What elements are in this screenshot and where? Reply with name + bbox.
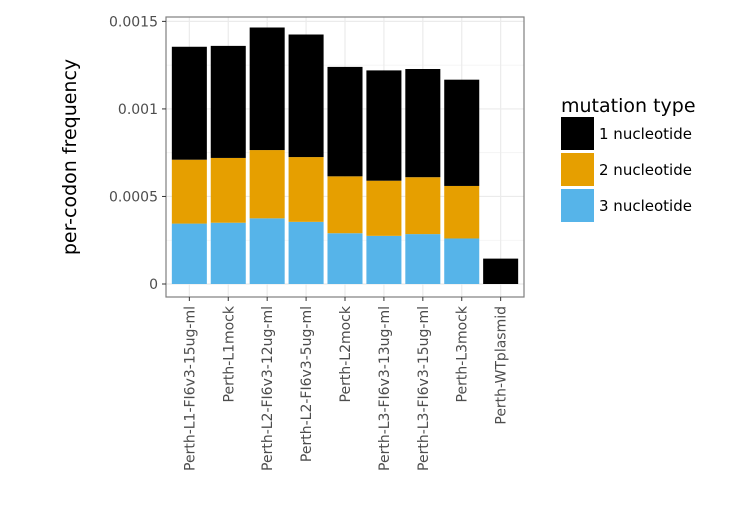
y-tick-label: 0.0005 [109, 189, 158, 205]
legend-title: mutation type [561, 95, 696, 117]
y-tick-label: 0.0015 [109, 14, 158, 30]
legend-swatch [561, 153, 594, 186]
bar-segment [210, 222, 246, 284]
bar-segment [444, 79, 480, 186]
legend-item-label: 3 nucleotide [599, 197, 692, 215]
bar-segment [249, 218, 285, 284]
bar-segment [405, 68, 441, 178]
x-tick-label: Perth-L2mock [338, 305, 354, 402]
bar-segment [288, 221, 324, 284]
legend: mutation type 1 nucleotide 2 nucleotide 3 … [561, 95, 696, 222]
x-tick-label: Perth-L3-FI6v3-13ug-ml [377, 306, 393, 471]
legend-item-label: 1 nucleotide [599, 125, 692, 143]
bar-segment [327, 66, 363, 177]
bar-segment [210, 45, 246, 158]
bar-segment [366, 235, 402, 284]
bar-segment [249, 27, 285, 151]
legend-item-label: 2 nucleotide [599, 161, 692, 179]
x-tick-label: Perth-L3-FI6v3-15ug-ml [416, 306, 432, 471]
x-tick-label: Perth-L3mock [455, 305, 471, 402]
legend-swatch [561, 117, 594, 150]
bar-segment [405, 234, 441, 284]
x-tick-label: Perth-L1mock [221, 305, 237, 402]
bar-segment [171, 46, 207, 160]
bar-segment [249, 150, 285, 219]
x-tick-label: Perth-L2-FI6v3-12ug-ml [260, 306, 276, 471]
x-axis: Perth-L1-FI6v3-15ug-ml Perth-L1mock Perth-… [182, 297, 510, 471]
bar-segment [444, 185, 480, 239]
bar-segment [405, 177, 441, 235]
y-axis-title: per-codon frequency [59, 59, 81, 255]
bar-segment [210, 157, 246, 223]
bar-segment [327, 176, 363, 234]
y-axis: 0 0.0005 0.001 0.0015 [109, 14, 166, 293]
bar-segment [327, 233, 363, 284]
bar-segment [171, 159, 207, 224]
x-tick-label: Perth-L1-FI6v3-15ug-ml [182, 306, 198, 471]
bar-segment [171, 223, 207, 284]
bars [171, 27, 519, 284]
bar-segment [366, 70, 402, 181]
x-tick-label: Perth-L2-FI6v3-5ug-ml [299, 306, 315, 462]
legend-swatch [561, 189, 594, 222]
bar-segment [483, 258, 519, 284]
y-tick-label: 0.001 [118, 102, 158, 118]
bar-segment [288, 34, 324, 158]
y-tick-label: 0 [149, 277, 158, 293]
bar-segment [366, 180, 402, 236]
bar-segment [288, 157, 324, 222]
x-tick-label: Perth-WTplasmid [494, 306, 510, 425]
bar-segment [444, 238, 480, 284]
